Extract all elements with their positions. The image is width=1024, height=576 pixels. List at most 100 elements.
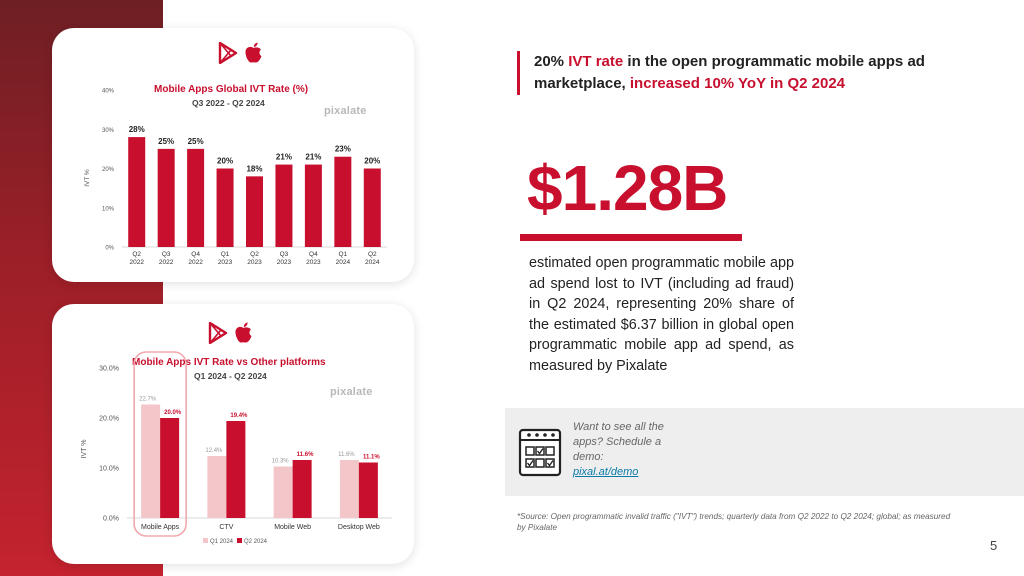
source-note: *Source: Open programmatic invalid traff…: [517, 512, 951, 532]
x-tick-label: 2022: [188, 259, 203, 266]
google-play-icon: [208, 322, 228, 344]
x-tick-label: 2023: [277, 259, 292, 266]
x-tick-label: CTV: [219, 524, 233, 531]
bar: [363, 168, 381, 247]
x-tick-label: Q3: [280, 251, 289, 258]
x-tick-label: Q1: [338, 251, 347, 258]
y-tick-label: 20.0%: [99, 416, 119, 423]
x-tick-label: 2024: [365, 259, 380, 266]
x-tick-label: Q3: [162, 251, 171, 258]
x-tick-label: Q2: [132, 251, 141, 258]
bar: [128, 137, 146, 247]
pixalate-watermark: pixalate: [324, 105, 367, 117]
pixalate-watermark: pixalate: [330, 386, 373, 398]
apple-icon: [235, 322, 252, 343]
y-tick-label: 30.0%: [99, 366, 119, 373]
x-tick-label: 2023: [306, 259, 321, 266]
headline-part1: 20%: [534, 53, 569, 70]
y-tick-label: 10.0%: [99, 466, 119, 473]
cta-text: Want to see all the apps? Schedule a dem…: [573, 420, 693, 480]
google-play-icon: [218, 42, 238, 64]
legend-label: Q2 2024: [244, 539, 268, 545]
y-tick-label: 20%: [102, 167, 115, 173]
bar-value-label: 23%: [335, 145, 351, 154]
x-tick-label: 2024: [336, 259, 351, 266]
headline-part3: in the open programmatic mobile apps ad …: [534, 53, 925, 92]
bar-value-label: 21%: [276, 153, 292, 162]
description: estimated open programmatic mobile app a…: [529, 255, 794, 374]
platform-ivt-bar-chart: 30.0% 20.0% 10.0% 0.0% IVT % 22.7% 20.0% Mobile…: [81, 351, 392, 545]
legend-swatch: [203, 538, 208, 543]
x-tick-label: Q2: [368, 251, 377, 258]
headline-ivt-rate: IVT rate: [568, 53, 624, 70]
bar-value-label: 20.0%: [164, 410, 182, 416]
y-tick-label: 0.0%: [103, 516, 119, 523]
store-icons: [218, 42, 263, 64]
headline: 20% IVT rate in the open programmatic mo…: [517, 51, 977, 95]
bar: [246, 176, 263, 247]
bar-value-label: 12.4%: [205, 448, 223, 454]
bar-value-label: 25%: [188, 137, 204, 146]
x-tick-label: Q1: [221, 251, 230, 258]
y-tick-label: 30%: [102, 128, 115, 134]
x-tick-label: Q2: [250, 251, 259, 258]
bar-value-label: 11.6%: [297, 452, 314, 458]
page-number: 5: [990, 538, 998, 553]
demo-link[interactable]: pixal.at/demo: [573, 466, 639, 478]
bar-q2-2024: [292, 460, 312, 518]
x-tick-label: Q4: [191, 251, 200, 258]
bar-value-label: 20%: [364, 157, 380, 166]
bar-value-label: 21%: [305, 153, 321, 162]
headline-yoy: increased 10% YoY in Q2 2024: [629, 75, 846, 92]
bar: [304, 164, 322, 247]
bar-value-label: 19.4%: [230, 413, 248, 419]
cta-message: Want to see all the apps? Schedule a dem…: [573, 421, 664, 463]
y-tick-label: 40%: [102, 89, 115, 95]
bar-value-label: 20%: [217, 157, 233, 166]
chart-card-platform-comparison: Mobile Apps IVT Rate vs Other platforms …: [52, 304, 414, 564]
bar-value-label: 25%: [158, 137, 174, 146]
legend-label: Q1 2024: [210, 539, 234, 545]
x-tick-label: 2022: [159, 259, 174, 266]
big-number-underline: [520, 234, 742, 241]
bar-value-label: 11.1%: [363, 455, 380, 461]
x-tick-label: 2023: [247, 259, 262, 266]
bar-value-label: 11.6%: [338, 452, 355, 458]
bar: [334, 156, 352, 247]
bar-q2-2024: [358, 462, 378, 518]
bar-value-label: 18%: [246, 164, 262, 173]
bar: [275, 164, 293, 247]
x-tick-label: Desktop Web: [338, 524, 380, 531]
bar-value-label: 28%: [129, 125, 145, 134]
bar-value-label: 10.3%: [272, 459, 290, 465]
big-number: $1.28B: [527, 152, 728, 224]
bar: [157, 148, 175, 247]
bar-q1-2024: [339, 460, 359, 518]
apple-icon: [245, 42, 262, 63]
legend-swatch: [237, 538, 242, 543]
x-tick-label: Mobile Apps: [141, 524, 180, 531]
bar-q1-2024: [141, 404, 161, 518]
ivt-rate-bar-chart: 40%30%20%10%0%IVT %28%Q2202225%Q3202225%…: [84, 89, 387, 266]
y-tick-label: 0%: [105, 246, 114, 252]
bar-q1-2024: [207, 456, 227, 518]
demo-cta-box: Want to see all the apps? Schedule a dem…: [505, 408, 1024, 496]
bar: [216, 168, 234, 247]
y-axis-label: IVT %: [84, 169, 91, 187]
chart-title: Mobile Apps IVT Rate vs Other platforms: [132, 357, 326, 368]
chart-card-ivt-rate: Mobile Apps Global IVT Rate (%) Q3 2022 …: [52, 28, 414, 282]
bar: [187, 148, 205, 247]
chart-title: Mobile Apps Global IVT Rate (%): [154, 84, 309, 95]
bar-q1-2024: [273, 466, 293, 518]
x-tick-label: 2022: [129, 259, 144, 266]
y-tick-label: 10%: [102, 206, 115, 212]
calendar-icon: [518, 428, 562, 477]
bar-q2-2024: [226, 421, 246, 518]
x-tick-label: 2023: [218, 259, 233, 266]
bar-q2-2024: [160, 418, 180, 518]
mobile-apps-highlight-frame: [133, 351, 187, 537]
chart-subtitle: Q3 2022 - Q2 2024: [192, 98, 265, 108]
chart-subtitle: Q1 2024 - Q2 2024: [194, 371, 267, 381]
y-axis-label: IVT %: [81, 440, 88, 459]
x-tick-label: Mobile Web: [274, 524, 311, 531]
